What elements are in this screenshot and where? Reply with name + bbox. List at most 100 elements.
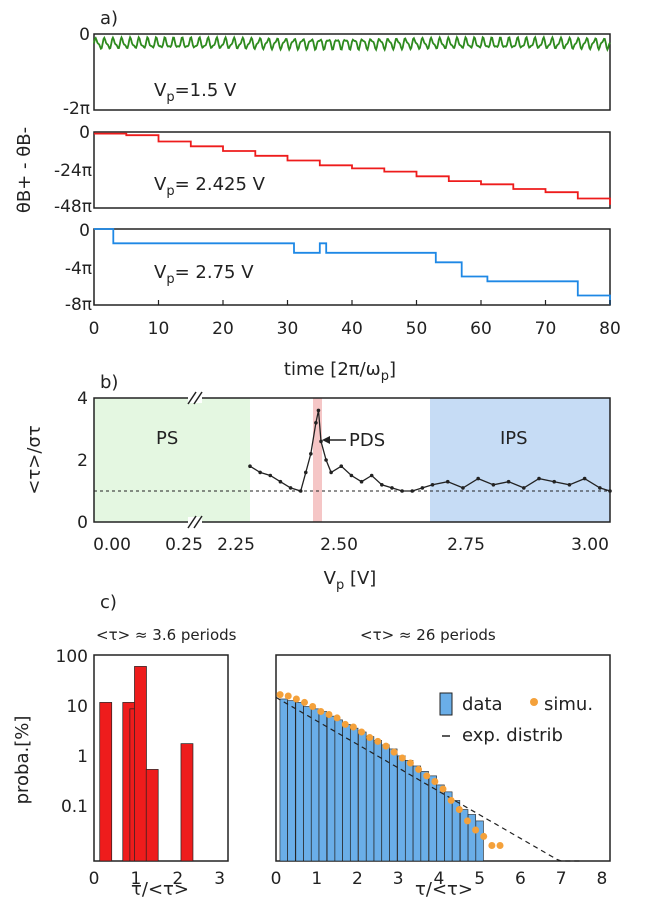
simu-point (301, 698, 309, 706)
simu-point (276, 691, 284, 699)
panel-b-frame (93, 397, 611, 523)
simu-point (349, 723, 357, 731)
a-xtick-label-40: 40 (341, 319, 363, 339)
simu-point (439, 785, 447, 793)
a2-ytick-1: -24π (54, 161, 92, 181)
a2-ytick-2: -48π (54, 197, 92, 217)
c-right-title: <τ> ≈ 26 periods (360, 626, 496, 644)
panel-b-point (582, 476, 587, 481)
panel-b-point (430, 483, 435, 487)
legend-data-label: data (462, 694, 503, 715)
panel-c-label: c) (100, 592, 117, 613)
panel-b-point (369, 473, 374, 478)
c-left-xticks: 0 1 2 3 (89, 869, 225, 889)
c-right-xtick-2: 2 (352, 869, 363, 889)
c-yticks: 100 10 1 0.1 (56, 647, 88, 817)
c-left-xtick-3: 3 (214, 869, 225, 889)
panel-b-point (552, 479, 557, 484)
panel-b-label: b) (100, 372, 118, 393)
c-left-xtick-0: 0 (89, 869, 100, 889)
c-right-xtick-1: 1 (311, 869, 322, 889)
panel-b-point (506, 479, 511, 484)
panel-a-xlabel: time [2π/ωp] (284, 359, 396, 384)
c-ytick-10: 10 (66, 697, 88, 717)
simu-point (292, 695, 300, 703)
b-ytick-2: 2 (77, 451, 88, 471)
series-line-3 (94, 228, 611, 305)
a-xtick-label-50: 50 (406, 319, 428, 339)
panel-b-xlabel: Vp [V] (324, 568, 377, 593)
panel-b-point (491, 483, 496, 487)
simu-point (358, 728, 366, 736)
panel-b-point (567, 483, 572, 487)
panel-b-ylabel: <τ>/στ (24, 425, 45, 494)
panel-b-point (278, 479, 283, 484)
c-right-bar (373, 740, 382, 862)
simu-point (284, 692, 292, 700)
panel-a3-frame (93, 228, 611, 306)
panel-b-point (445, 479, 450, 484)
c-right-xtick-0: 0 (271, 869, 282, 889)
panel-b-point (608, 489, 612, 493)
region-ips-label: IPS (500, 428, 528, 449)
region-ps (94, 398, 250, 522)
panel-b-point (390, 486, 394, 490)
axis-break (187, 391, 203, 529)
panel-a-label: a) (100, 8, 118, 29)
c-right-xtick-4: 4 (434, 869, 445, 889)
c-left-xtick-2: 2 (172, 869, 183, 889)
simu-point (455, 806, 463, 813)
a-xtick-label-30: 30 (277, 319, 299, 339)
c-right-bar (342, 724, 351, 862)
pds-annotation: PDS (349, 430, 385, 451)
panel-b-point (309, 452, 313, 456)
a2-series-label: Vp= 2.425 V (154, 174, 266, 199)
panel-b-point (329, 470, 333, 475)
panel-b-point (319, 439, 323, 444)
panel-b-point (400, 489, 404, 493)
b-xtick-3: 2.50 (320, 535, 358, 555)
panel-b-point (316, 408, 321, 413)
c-right-bars (275, 691, 582, 862)
legend-data-swatch (439, 692, 453, 716)
a3-ytick-0: 0 (79, 221, 90, 241)
a1-ytick-1: -2π (63, 99, 90, 119)
panel-b-point (288, 486, 293, 490)
legend-simu-marker (530, 698, 538, 706)
simu-point (333, 714, 341, 722)
c-right-bar (475, 820, 484, 862)
c-right-xtick-3: 3 (393, 869, 404, 889)
legend-exp-label: exp. distrib (462, 725, 563, 746)
a3-ytick-1: -4π (65, 259, 92, 279)
c-left-bar (134, 666, 147, 862)
a3-ytick-2: -8π (65, 295, 92, 315)
simu-point (480, 832, 488, 840)
simu-point (496, 841, 504, 849)
a-xtick-label-60: 60 (470, 319, 492, 339)
panel-b-point (598, 486, 602, 490)
panel-a-ylabel: θB+ - θB- (14, 127, 35, 213)
b-xtick-4: 2.75 (447, 535, 485, 555)
panel-b-point (380, 483, 384, 487)
a-xtick-label-20: 20 (212, 319, 234, 339)
a1-series-label: Vp=1.5 V (154, 80, 237, 105)
panel-a-xticks: 0 10 20 30 40 50 60 70 80 (89, 300, 621, 339)
c-left-bars (99, 666, 194, 862)
b-xtick-2: 2.25 (217, 535, 255, 555)
simu-point (382, 742, 390, 750)
panel-a-series (93, 34, 611, 305)
simu-point (309, 703, 317, 710)
pds-arrowhead (322, 436, 330, 444)
simu-point (463, 817, 471, 825)
c-ytick-1: 1 (77, 747, 88, 767)
a-xtick-label-80: 80 (599, 319, 621, 339)
panel-b-point (258, 470, 262, 475)
panel-b-point (522, 486, 526, 490)
simu-point (406, 759, 414, 767)
a-xtick-label-0: 0 (89, 319, 100, 339)
c-right-bar (303, 706, 312, 862)
c-right-bar (279, 698, 288, 862)
c-right-bar (334, 719, 343, 862)
c-right-xticks: 0 1 2 3 4 5 6 7 8 (271, 869, 608, 889)
